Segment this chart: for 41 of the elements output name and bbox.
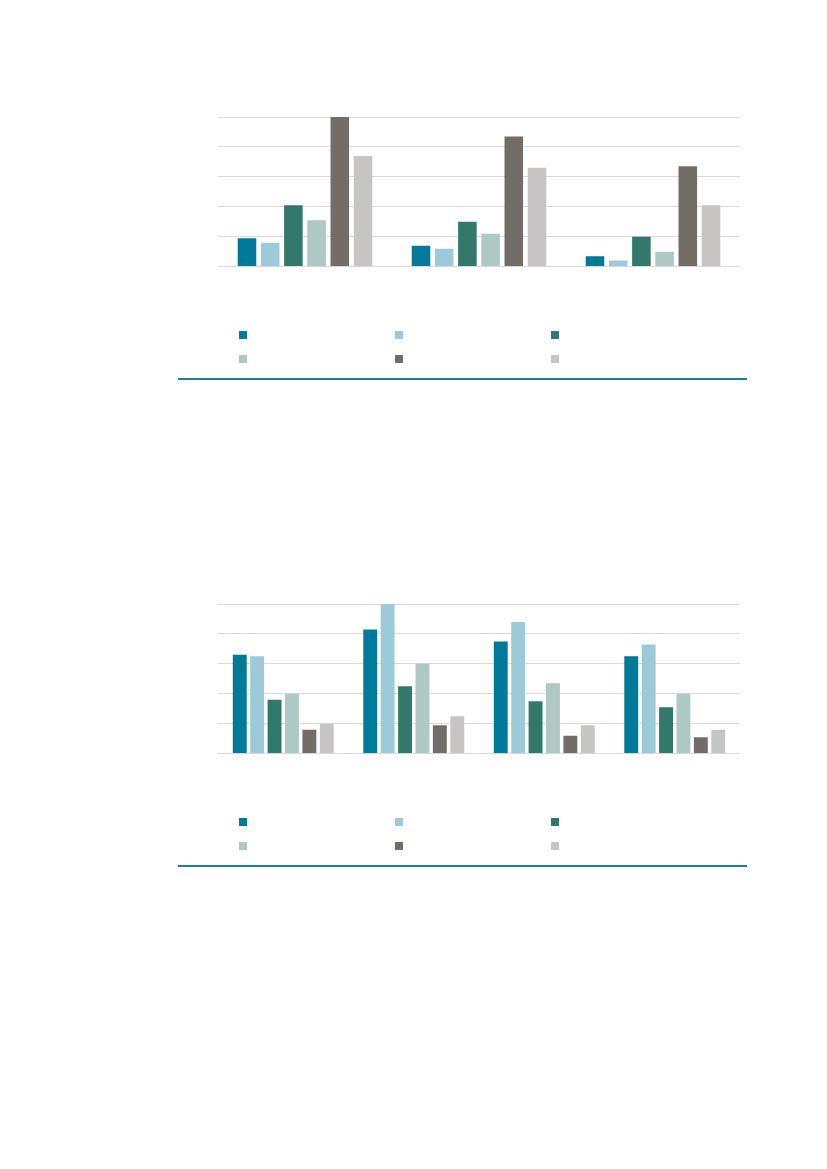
bar xyxy=(580,725,595,754)
bar xyxy=(504,136,524,267)
bar xyxy=(655,251,674,267)
bar xyxy=(330,117,350,267)
bar xyxy=(693,737,708,754)
bar xyxy=(353,155,373,267)
bar xyxy=(363,629,378,754)
bar xyxy=(527,167,547,267)
bar xyxy=(284,693,299,754)
bar xyxy=(434,248,454,267)
bar xyxy=(319,723,334,754)
bar xyxy=(398,686,413,754)
bar xyxy=(481,233,500,267)
bar xyxy=(267,699,282,754)
bar xyxy=(284,205,303,267)
bar xyxy=(659,707,674,754)
bar xyxy=(493,641,508,754)
bar xyxy=(432,725,447,754)
bar xyxy=(678,166,698,267)
bar xyxy=(711,729,726,754)
bar xyxy=(307,220,326,267)
bar xyxy=(632,236,651,267)
bar xyxy=(528,701,543,754)
bar xyxy=(676,693,691,754)
bar xyxy=(415,663,430,754)
bar xyxy=(458,221,477,267)
bar xyxy=(624,656,639,754)
bar xyxy=(701,205,721,267)
bar xyxy=(302,729,317,754)
bar xyxy=(585,256,605,267)
bar xyxy=(380,604,395,754)
bar xyxy=(411,245,431,267)
bar xyxy=(250,656,265,754)
bar xyxy=(260,242,280,267)
bar xyxy=(511,621,526,754)
bar xyxy=(563,735,578,754)
bar xyxy=(232,654,247,754)
bar xyxy=(237,238,257,267)
bar xyxy=(641,644,656,754)
bar xyxy=(450,716,465,754)
bar xyxy=(545,683,560,754)
